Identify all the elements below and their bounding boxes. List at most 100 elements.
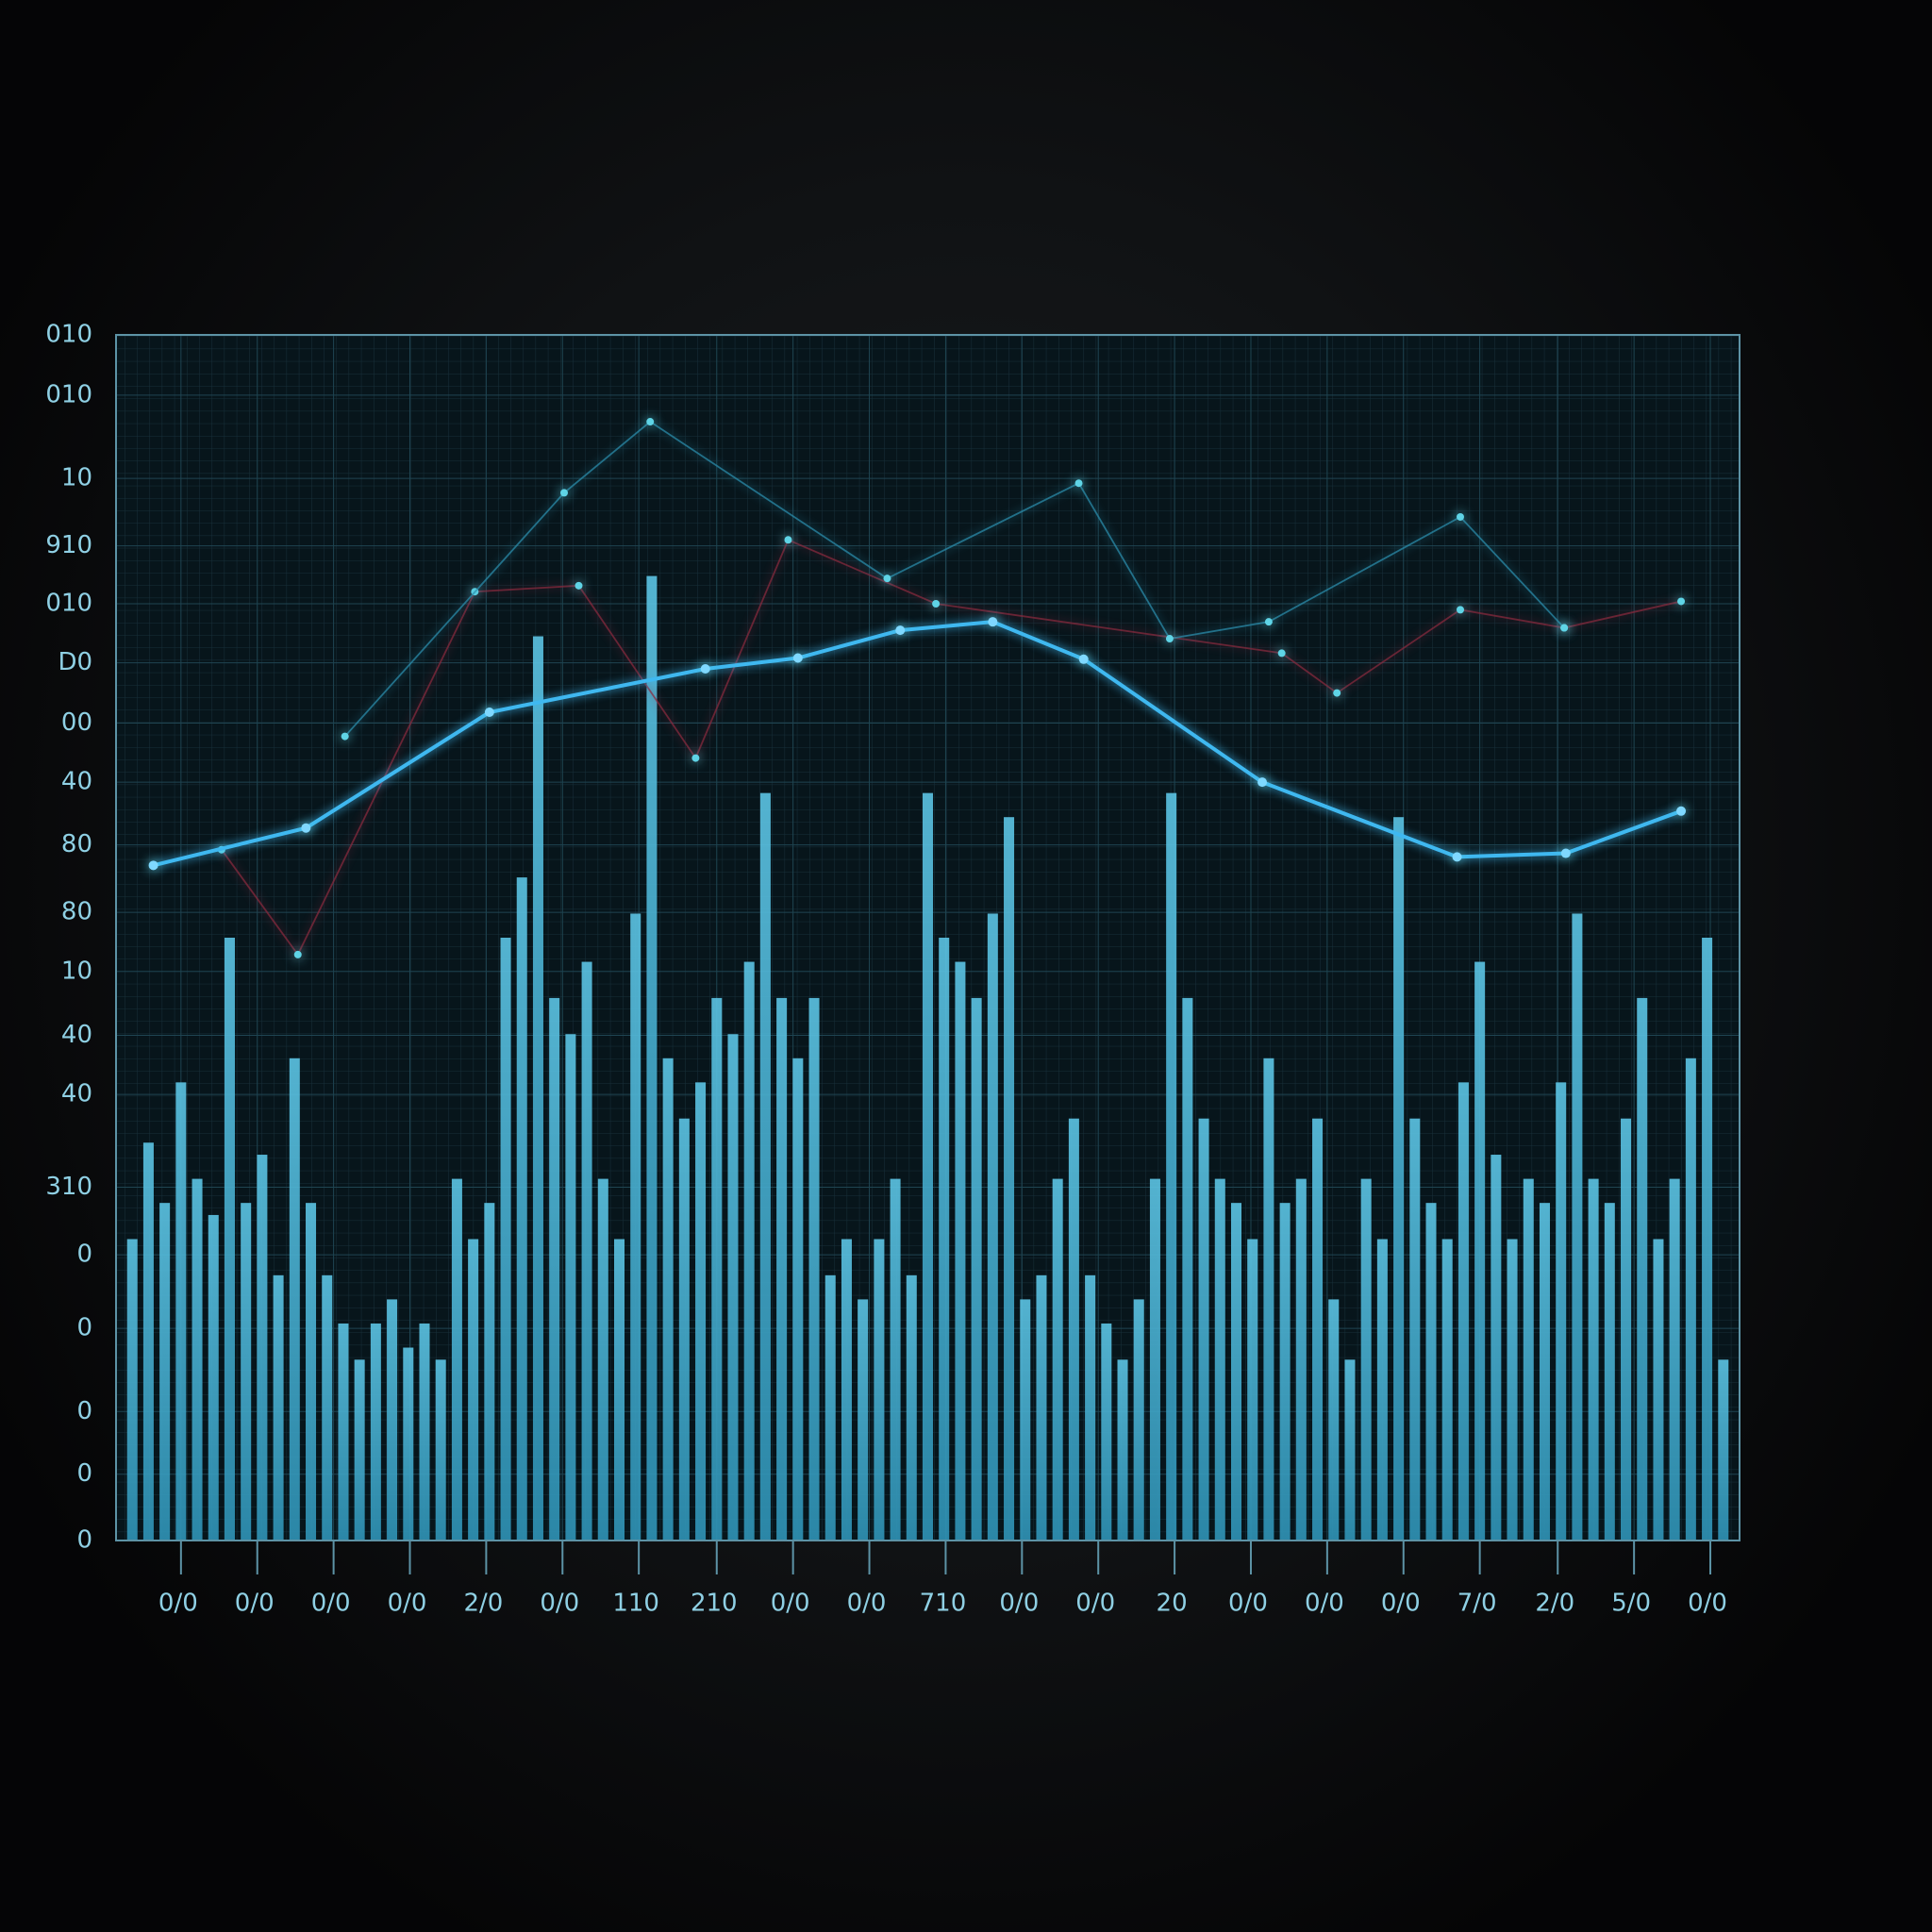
bar	[484, 1203, 495, 1541]
y-tick-label: 0	[76, 1241, 92, 1269]
labels: 0000031040401080804000D0010910100100100/…	[45, 321, 1727, 1618]
bar	[1182, 997, 1193, 1541]
bar	[516, 877, 527, 1541]
bar	[1718, 1359, 1729, 1541]
x-tick-label: 0/0	[1381, 1590, 1421, 1618]
bar	[1198, 1118, 1209, 1541]
x-tick-label: 0/0	[1228, 1590, 1268, 1618]
line-point	[883, 575, 891, 583]
line-point	[575, 581, 583, 590]
bar	[614, 1239, 625, 1541]
bar	[1669, 1178, 1680, 1541]
bar	[906, 1274, 917, 1541]
bar	[841, 1239, 852, 1541]
bar	[711, 997, 723, 1541]
x-tick-label: 0/0	[158, 1590, 198, 1618]
x-tick-label: 0/0	[847, 1590, 887, 1618]
bar	[532, 636, 543, 1541]
x-tick-label: 710	[920, 1590, 967, 1618]
bar	[1360, 1178, 1372, 1541]
bar	[1230, 1203, 1241, 1541]
line-point	[700, 664, 710, 675]
line-point	[988, 617, 998, 627]
line-point	[784, 536, 792, 544]
x-tick-label: 0/0	[999, 1590, 1039, 1618]
bars	[126, 575, 1729, 1541]
bar	[1409, 1118, 1421, 1541]
bar	[1036, 1274, 1047, 1541]
bar	[808, 997, 820, 1541]
bar	[1653, 1239, 1664, 1541]
bar	[1393, 817, 1405, 1541]
bar	[743, 961, 755, 1541]
bar	[581, 961, 592, 1541]
y-tick-label: 0	[76, 1397, 92, 1425]
bar	[1604, 1203, 1615, 1541]
line-point	[1165, 635, 1174, 643]
bar	[1133, 1299, 1144, 1541]
bar	[1572, 913, 1583, 1541]
line-point	[691, 754, 700, 762]
bar	[727, 1034, 739, 1541]
line-point	[1074, 479, 1083, 488]
bar	[126, 1239, 138, 1541]
line-point	[1452, 852, 1462, 862]
line-point	[1560, 624, 1569, 632]
bar	[306, 1203, 317, 1541]
bar	[387, 1299, 398, 1541]
y-tick-label: 40	[61, 1080, 92, 1108]
bar	[1621, 1118, 1632, 1541]
bar	[1263, 1058, 1274, 1541]
bar	[354, 1359, 365, 1541]
plot-frame	[115, 334, 1740, 1541]
bar	[1312, 1118, 1324, 1541]
bar	[890, 1178, 901, 1541]
bar	[273, 1274, 284, 1541]
line-point	[341, 732, 349, 741]
bar	[776, 997, 788, 1541]
bar	[1279, 1203, 1291, 1541]
bar	[1068, 1118, 1079, 1541]
bar	[792, 1058, 804, 1541]
x-tick-label: 210	[691, 1590, 738, 1618]
x-tick-label: 2/0	[1535, 1590, 1574, 1618]
y-tick-label: 010	[45, 321, 92, 349]
bar	[646, 575, 658, 1541]
y-tick-label: 10	[61, 957, 92, 985]
bar	[1214, 1178, 1225, 1541]
bar	[695, 1082, 707, 1541]
line-point	[1333, 689, 1341, 697]
x-tick-label: 0/0	[1305, 1590, 1344, 1618]
bar	[1457, 1082, 1469, 1541]
line-point	[293, 950, 302, 958]
bar	[549, 997, 560, 1541]
line-point	[1456, 512, 1464, 521]
bar	[1637, 997, 1648, 1541]
bar	[1491, 1155, 1502, 1541]
line-point	[932, 599, 941, 608]
line-point	[1257, 777, 1268, 788]
y-tick-label: 10	[61, 464, 92, 492]
line-point	[1078, 654, 1089, 664]
bar	[824, 1274, 836, 1541]
y-tick-label: 80	[61, 830, 92, 858]
bar	[858, 1299, 869, 1541]
bar	[1328, 1299, 1340, 1541]
y-tick-label: 0	[76, 1314, 92, 1342]
x-tick-label: 7/0	[1457, 1590, 1497, 1618]
line-point	[1560, 848, 1571, 858]
line-point	[1456, 606, 1464, 614]
bar	[874, 1239, 885, 1541]
bar	[370, 1323, 381, 1541]
bar	[678, 1118, 690, 1541]
x-tick-label: 20	[1157, 1590, 1188, 1618]
x-tick-label: 0/0	[1688, 1590, 1727, 1618]
bar	[159, 1203, 171, 1541]
bar	[759, 792, 771, 1541]
bar	[1539, 1203, 1550, 1541]
bar	[208, 1214, 219, 1541]
bar	[922, 792, 934, 1541]
bar	[1004, 817, 1015, 1541]
y-tick-label: 010	[45, 380, 92, 408]
